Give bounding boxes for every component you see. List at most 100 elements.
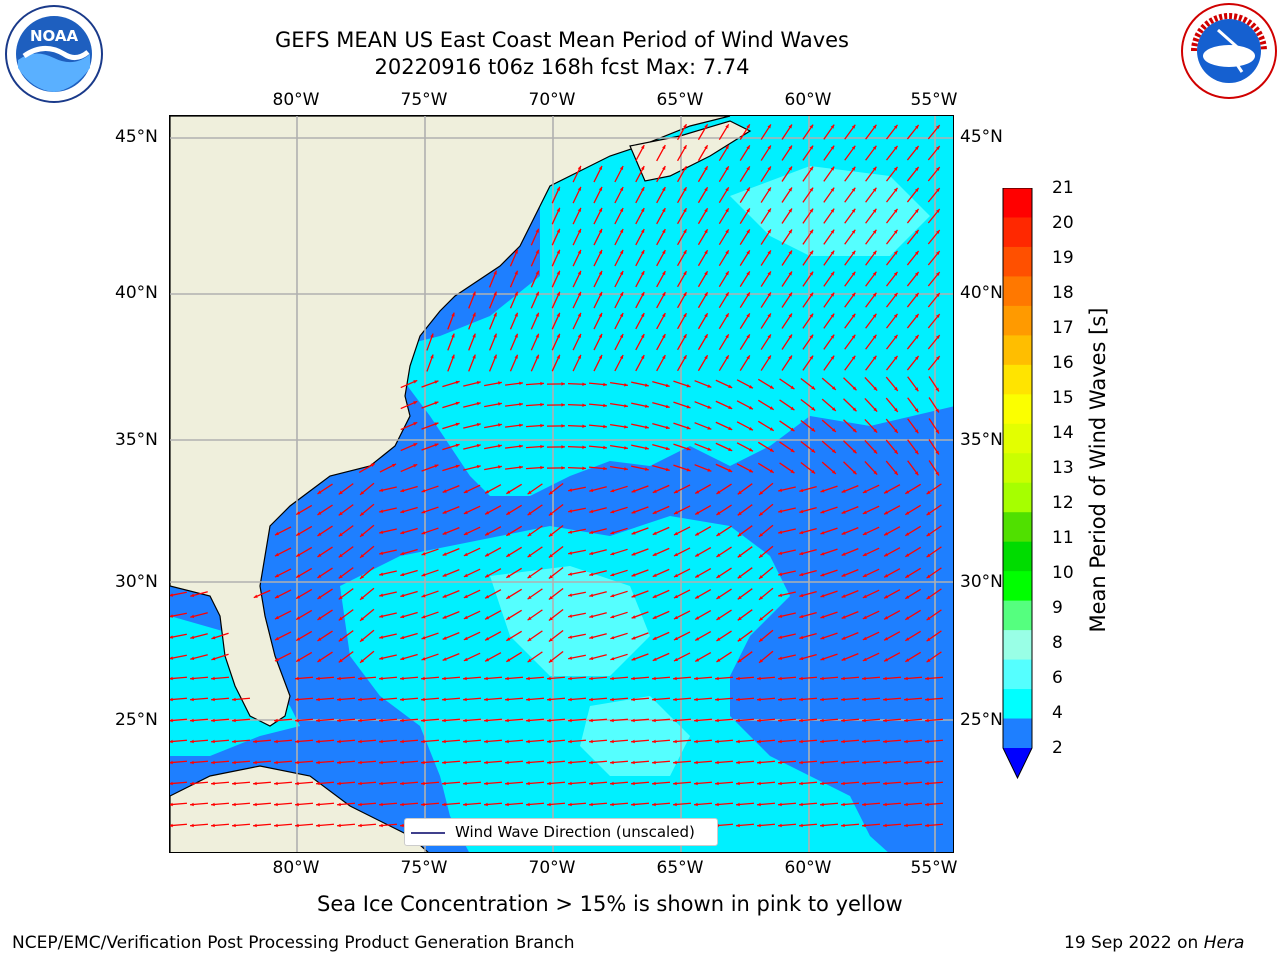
wind-wave-arrowhead [767, 166, 771, 171]
wind-wave-arrowhead [610, 781, 614, 786]
wind-wave-arrowhead [759, 617, 763, 621]
wind-wave-arrowhead [811, 406, 816, 411]
wind-wave-arrowhead [379, 593, 384, 597]
wind-wave-arrowhead [316, 718, 320, 723]
wind-wave-arrowhead [746, 229, 750, 234]
wind-wave-arrowhead [769, 385, 774, 389]
colorbar-swatch [1003, 512, 1032, 543]
wind-wave-arrowhead [535, 312, 539, 317]
wind-wave-arrowhead [662, 208, 666, 213]
wind-wave-arrowhead [778, 781, 782, 786]
wind-wave-arrowhead [170, 614, 174, 618]
wind-wave-arrowhead [338, 532, 343, 537]
wind-wave-arrowhead [914, 166, 919, 171]
wind-wave-arrowhead [619, 228, 624, 233]
wind-wave-arrowhead [442, 594, 447, 598]
wind-wave-arrowhead [759, 554, 763, 558]
wind-wave-arrowhead [893, 292, 898, 297]
wind-wave-arrowhead [598, 165, 602, 170]
wind-wave-arrowhead [831, 449, 836, 453]
wind-wave-arrowhead [568, 739, 572, 744]
wind-wave-arrowhead [610, 572, 615, 577]
wind-wave-arrowhead [463, 676, 467, 681]
wind-wave-arrowhead [830, 145, 835, 150]
wind-wave-arrowhead [379, 676, 383, 681]
wind-wave-arrowhead [442, 489, 447, 493]
wind-wave-arrowhead [707, 447, 712, 451]
wind-wave-arrowhead [673, 760, 677, 765]
lat-label-right: 25°N [960, 710, 1003, 730]
wind-wave-arrowhead [926, 511, 931, 516]
wind-wave-arrowhead [904, 781, 908, 786]
wind-wave-arrowhead [862, 739, 866, 744]
wind-wave-arrowhead [631, 615, 636, 619]
wind-wave-arrowhead [799, 676, 803, 681]
wind-wave-arrowhead [358, 802, 362, 807]
wind-wave-arrowhead [455, 422, 460, 427]
wind-wave-arrowhead [746, 313, 750, 318]
nws-logo [1180, 2, 1278, 100]
wind-wave-arrowhead [841, 676, 845, 681]
wind-wave-arrowhead [716, 637, 721, 641]
wind-wave-arrowhead [936, 209, 940, 213]
wind-wave-arrowhead [640, 208, 645, 213]
wind-wave-arrowhead [455, 443, 460, 448]
wind-wave-arrowhead [725, 124, 729, 129]
wind-wave-arrowhead [914, 429, 919, 434]
wind-wave-arrowhead [841, 823, 845, 828]
wind-wave-arrowhead [841, 594, 846, 598]
wind-wave-arrowhead [725, 145, 729, 150]
wind-wave-arrowhead [451, 333, 455, 338]
wind-wave-arrowhead [190, 739, 194, 744]
wind-wave-arrowhead [316, 676, 320, 681]
map-panel[interactable] [169, 115, 954, 853]
wind-wave-arrowhead [935, 408, 939, 413]
footer-right: 19 Sep 2022 on Hera [1064, 933, 1244, 953]
wind-wave-arrowhead [317, 490, 322, 494]
wind-wave-arrowhead [673, 697, 677, 702]
colorbar-tick-label: 20 [1052, 213, 1074, 233]
wind-wave-arrowhead [873, 407, 878, 412]
wind-wave-arrowhead [610, 593, 615, 598]
wind-wave-arrowhead [568, 488, 573, 492]
wind-wave-arrowhead [610, 509, 615, 514]
wind-wave-arrowhead [746, 208, 750, 213]
wind-wave-arrowhead [665, 383, 670, 388]
colorbar-ticks: 21 20 19 18 17 16 15 14 13 12 11 10 9 8 6 4 2 [1052, 0, 1112, 960]
wind-wave-arrowhead [358, 823, 362, 828]
wind-wave-arrows [170, 123, 944, 828]
wind-wave-arrowhead [485, 532, 490, 536]
colorbar-swatch [1003, 305, 1032, 336]
wind-wave-arrowhead [914, 450, 919, 455]
wind-wave-arrowhead [338, 511, 343, 516]
wind-wave-arrowhead [296, 511, 301, 515]
wind-wave-arrowhead [497, 465, 502, 469]
lat-label-right: 30°N [960, 572, 1003, 592]
wind-wave-arrowhead [610, 676, 614, 681]
wind-wave-arrowhead [872, 334, 877, 339]
wind-wave-arrowhead [704, 313, 708, 318]
wind-wave-arrowhead [548, 490, 553, 495]
wind-wave-arrowhead [820, 760, 824, 765]
wind-wave-arrowhead [799, 823, 803, 828]
wind-wave-arrowhead [652, 510, 657, 514]
wind-wave-arrowhead [799, 614, 804, 619]
wind-wave-arrowhead [568, 593, 573, 597]
wind-wave-arrowhead [413, 443, 418, 447]
wind-wave-arrowhead [935, 387, 939, 392]
wind-wave-arrowhead [716, 553, 721, 557]
wind-wave-arrowhead [799, 509, 804, 514]
wind-wave-arrowhead [472, 354, 476, 359]
wind-wave-arrowhead [757, 676, 761, 681]
wind-wave-arrowhead [767, 250, 771, 255]
wind-wave-arrowhead [624, 467, 628, 471]
wind-wave-arrowhead [851, 292, 856, 297]
wind-wave-arrowhead [935, 429, 939, 434]
wind-wave-arrowhead [790, 385, 795, 390]
wind-wave-arrowhead [652, 531, 657, 535]
wind-wave-arrowhead [497, 402, 502, 406]
wind-wave-arrowhead [673, 552, 678, 557]
wind-wave-arrowhead [274, 657, 279, 662]
wind-wave-arrowhead [788, 271, 792, 276]
wind-wave-arrowhead [736, 823, 740, 828]
